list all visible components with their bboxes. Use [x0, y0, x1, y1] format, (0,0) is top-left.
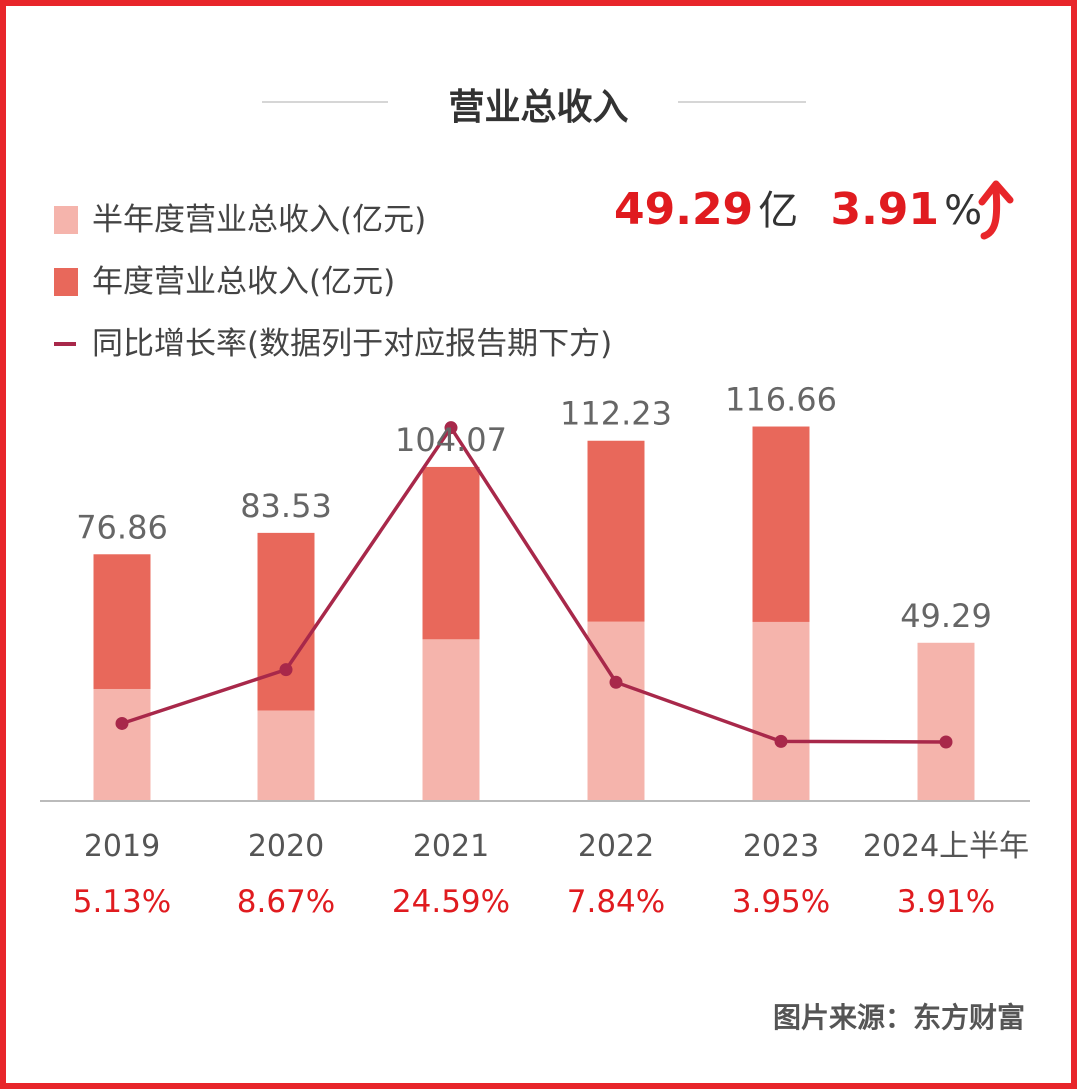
legend-label-growth: 同比增长率(数据列于对应报告期下方) — [92, 326, 613, 362]
value-label-2023: 116.66 — [725, 381, 837, 419]
bar-half-2019 — [93, 688, 151, 801]
growth-label-2023: 3.95% — [732, 884, 830, 920]
title-divider-right — [678, 101, 806, 103]
title-row: 营业总收入 — [0, 74, 1077, 130]
growth-point-2024上半年 — [939, 735, 953, 749]
title-divider-left — [262, 101, 388, 103]
legend-line-growth — [54, 342, 76, 346]
headline-value: 49.29 — [614, 184, 754, 235]
source-note: 图片来源：东方财富 — [772, 1001, 1025, 1034]
growth-line — [121, 425, 947, 744]
growth-point-2023 — [774, 734, 788, 748]
bar-half-2024上半年 — [917, 642, 975, 801]
bar-half-2021 — [422, 639, 480, 801]
value-label-2024上半年: 49.29 — [900, 597, 992, 635]
growth-label-2019: 5.13% — [73, 884, 171, 920]
value-label-2020: 83.53 — [240, 487, 332, 525]
bar-half-2020 — [257, 710, 315, 801]
value-label-2022: 112.23 — [560, 395, 672, 433]
growth-point-2020 — [279, 663, 293, 677]
labels-layer: 76.86 2019 5.13% 83.53 2020 8.67% 104.07 2021 24… — [73, 381, 1029, 920]
growth-label-2024上半年: 3.91% — [897, 884, 995, 920]
category-label-2022: 2022 — [578, 829, 654, 864]
bar-half-2023 — [752, 621, 810, 801]
bars-layer — [93, 426, 975, 801]
growth-point-2021 — [444, 421, 458, 435]
category-label-2019: 2019 — [84, 829, 160, 864]
growth-label-2020: 8.67% — [237, 884, 335, 920]
headline-growth: 3.91 — [830, 184, 940, 235]
chart-title: 营业总收入 — [448, 87, 629, 128]
category-label-2023: 2023 — [743, 829, 819, 864]
category-label-2021: 2021 — [413, 829, 489, 864]
headline-summary: 49.29 亿 3.91 % — [614, 178, 1014, 240]
headline-value-unit: 亿 — [758, 188, 799, 234]
growth-label-2022: 7.84% — [567, 884, 665, 920]
headline-growth-unit: % — [944, 188, 983, 234]
growth-point-2022 — [609, 675, 623, 689]
up-arrow-icon — [978, 180, 1014, 240]
growth-label-2021: 24.59% — [392, 884, 510, 920]
growth-line-layer — [115, 421, 953, 749]
value-label-2021: 104.07 — [395, 421, 507, 459]
legend-label-annual: 年度营业总收入(亿元) — [92, 264, 396, 300]
legend-swatch-annual — [54, 268, 78, 296]
category-label-2024上半年: 2024上半年 — [863, 829, 1029, 864]
growth-point-2019 — [115, 716, 129, 730]
category-label-2020: 2020 — [248, 829, 324, 864]
legend-swatch-half — [54, 206, 78, 234]
legend-label-half: 半年度营业总收入(亿元) — [92, 202, 427, 238]
value-label-2019: 76.86 — [76, 508, 168, 546]
